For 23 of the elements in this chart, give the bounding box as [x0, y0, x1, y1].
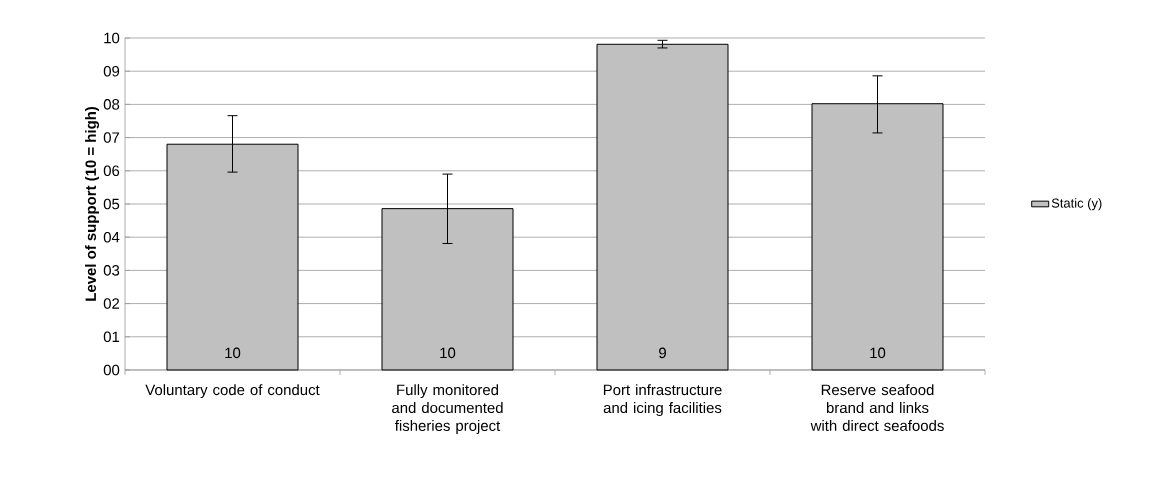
legend-label: Static (y): [1051, 198, 1102, 211]
bar: [166, 143, 299, 371]
y-tick-label: 01: [103, 331, 120, 343]
x-tick-label: Fully monitored and documented fisheries project: [392, 384, 503, 434]
x-tick-label: Voluntary code of conduct: [145, 384, 320, 399]
y-tick-label: 04: [103, 231, 120, 243]
y-tick-label: 06: [103, 165, 120, 177]
y-tick-label: 08: [103, 99, 120, 110]
x-tick-label: Reserve seafood brand and links with direct seafoods: [810, 384, 944, 431]
y-axis-title: Level of support (10 = high): [85, 106, 100, 301]
y-tick-label: 03: [103, 265, 120, 276]
annotation: 9: [659, 347, 666, 359]
y-tick-label: 07: [103, 132, 120, 143]
annotation: 10: [440, 347, 456, 359]
x-tick-label: Port infrastructure and icing facilities: [603, 384, 722, 417]
y-tick-label: 05: [103, 198, 120, 210]
y-tick-label: 02: [103, 298, 120, 309]
y-tick-label: 09: [103, 65, 120, 77]
annotation: 10: [870, 347, 886, 359]
y-tick-label: 00: [103, 364, 120, 376]
y-tick-label: 10: [104, 32, 120, 44]
annotation: 10: [225, 347, 241, 359]
bar: [596, 43, 729, 371]
